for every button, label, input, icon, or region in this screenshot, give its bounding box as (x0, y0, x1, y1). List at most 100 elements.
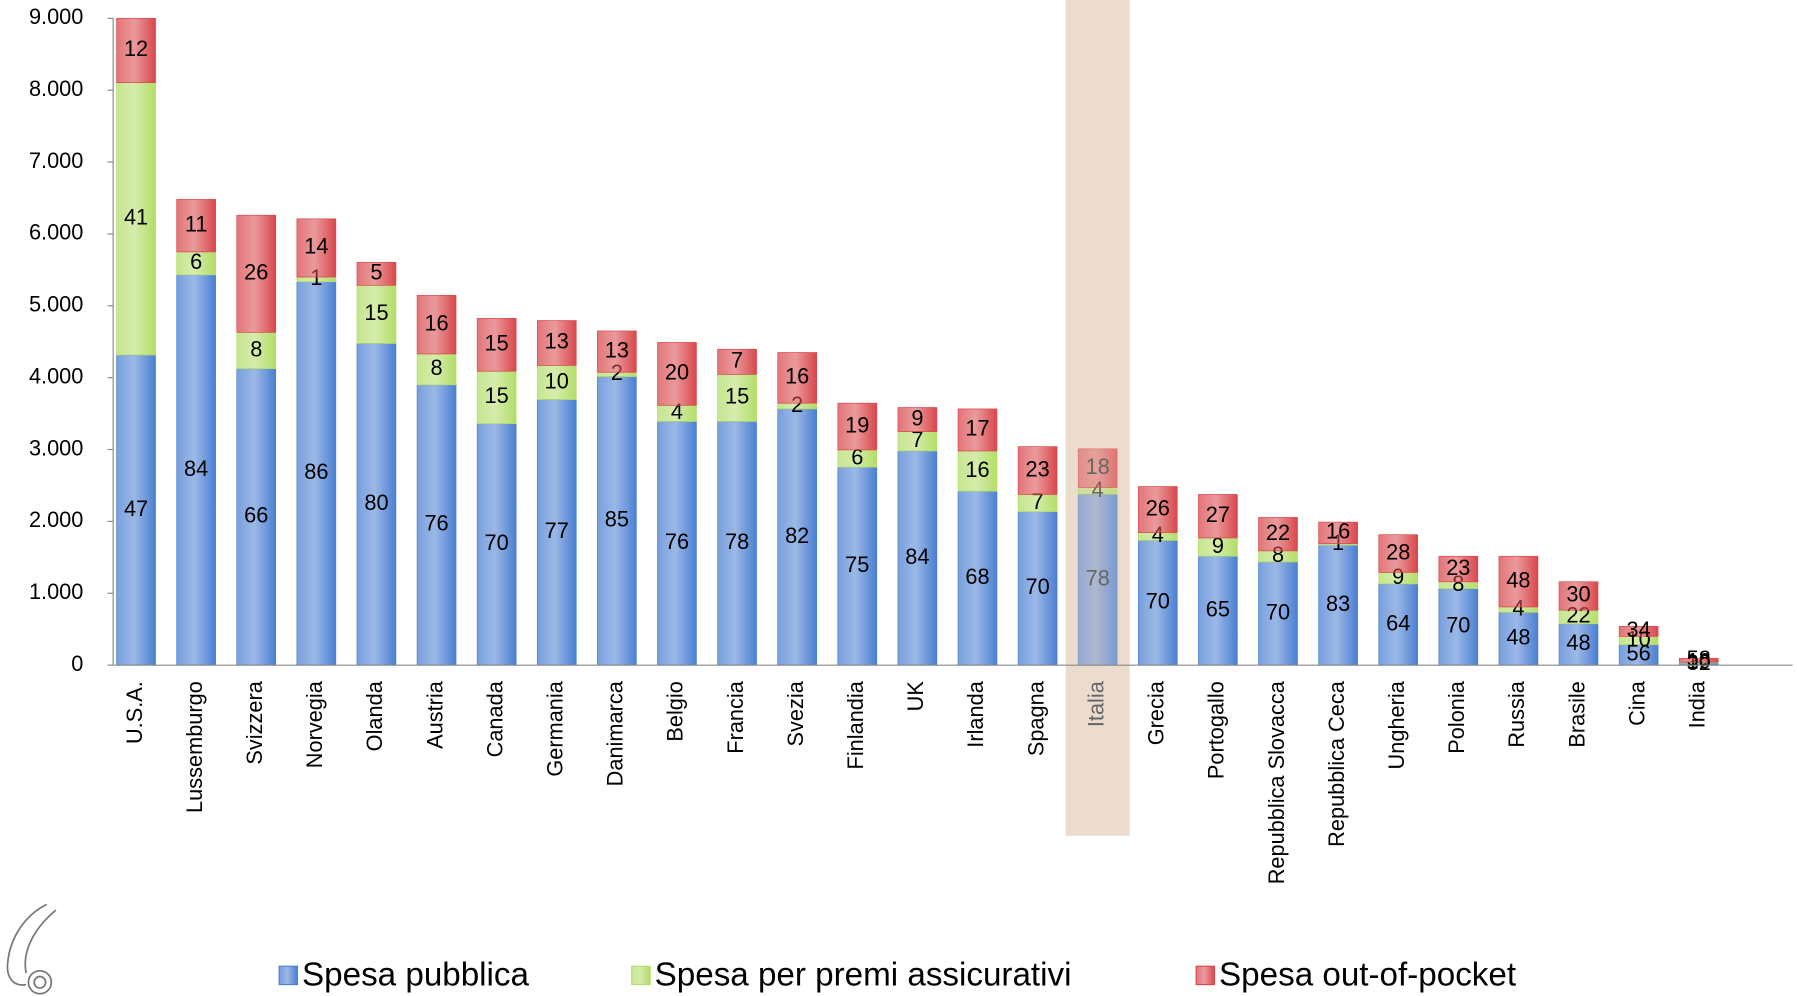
data-label: 9 (1212, 533, 1224, 558)
data-label: 14 (304, 234, 328, 259)
data-label: 86 (304, 459, 328, 484)
bar-segment (957, 490, 998, 666)
bar-segment (1438, 555, 1479, 583)
data-label: 82 (785, 523, 809, 548)
x-tick-label: Francia (723, 680, 748, 753)
y-tick-label: 2.000 (29, 507, 83, 532)
data-label: 85 (605, 507, 629, 532)
bar-segment (536, 365, 577, 400)
data-label: 48 (1506, 624, 1530, 649)
y-tick-label: 9.000 (29, 4, 83, 29)
x-tick-label: Finlandia (843, 680, 868, 769)
bar-segment (476, 370, 517, 425)
bar-segment (717, 348, 757, 375)
bar-segment (777, 408, 817, 666)
legend-label: Spesa out-of-pocket (1219, 956, 1516, 993)
x-tick-label: U.S.A. (122, 681, 147, 744)
bar-segment (1077, 494, 1118, 666)
bar-segment (1077, 448, 1118, 488)
bar-segment (777, 352, 817, 404)
bar-segment (356, 343, 397, 666)
bar-segment (657, 342, 697, 406)
data-label: 22 (1266, 520, 1290, 545)
x-tick-label: Svizzera (242, 680, 267, 764)
data-label: 7 (1032, 489, 1044, 514)
data-label: 23 (1025, 456, 1049, 481)
data-label: 6 (190, 249, 202, 274)
bar-segment (1498, 555, 1539, 608)
data-label: 11 (185, 211, 208, 236)
data-label: 30 (1566, 582, 1590, 607)
bar-segment (1137, 540, 1178, 666)
data-label: 16 (1326, 519, 1350, 544)
data-label: 8 (431, 355, 443, 380)
data-label: 75 (845, 552, 869, 577)
x-tick-label: UK (903, 681, 928, 712)
bar-segment (597, 376, 637, 666)
bar-segment (356, 261, 397, 286)
bar-segment (416, 295, 457, 355)
data-label: 16 (424, 310, 448, 335)
data-label: 6 (851, 444, 863, 469)
bar-segment (116, 17, 156, 83)
x-tick-label: Grecia (1144, 680, 1169, 745)
bar-segment (1017, 446, 1058, 495)
data-label: 17 (965, 416, 989, 441)
bar-segment (536, 320, 577, 366)
bar-segment (1678, 657, 1719, 663)
x-tick-label: Portogallo (1204, 681, 1229, 779)
bar-segment (476, 423, 517, 666)
bar-segment (1258, 517, 1298, 552)
x-tick-label: Ungheria (1384, 680, 1409, 769)
data-label: 68 (965, 564, 989, 589)
data-label: 15 (485, 331, 509, 356)
data-label: 65 (1206, 596, 1230, 621)
x-tick-label: Belgio (663, 681, 688, 741)
data-label: 19 (845, 412, 869, 437)
data-label: 8 (250, 336, 262, 361)
bar-segment (356, 284, 397, 344)
bar-segment (1498, 611, 1539, 666)
x-tick-label: Norvegia (302, 680, 327, 768)
bar-segment (1438, 588, 1479, 666)
bar-segment (236, 214, 277, 333)
x-tick-label: Irlanda (963, 680, 988, 747)
data-label: 48 (1506, 567, 1530, 592)
x-tick-label: Svezia (783, 680, 808, 746)
data-label: 23 (1446, 555, 1470, 580)
x-tick-label: Italia (1083, 680, 1108, 727)
bar-segment (837, 402, 878, 451)
y-tick-label: 4.000 (29, 363, 83, 388)
bar-segment (236, 332, 277, 370)
data-label: 26 (244, 260, 268, 285)
bar-segment (176, 199, 216, 253)
data-label: 7 (731, 348, 743, 373)
bar-segment (717, 374, 757, 422)
bar-segment (1318, 521, 1358, 545)
data-label: 84 (184, 456, 208, 481)
data-label: 13 (605, 337, 629, 362)
x-tick-label: Lussemburgo (182, 681, 207, 813)
bar-segment (1378, 534, 1419, 573)
x-tick-label: Danimarca (603, 680, 628, 786)
data-label: 9 (911, 405, 923, 430)
x-tick-label: Cina (1624, 680, 1649, 726)
data-label: 27 (1206, 502, 1230, 527)
y-tick-label: 3.000 (29, 435, 83, 460)
data-label: 84 (905, 544, 929, 569)
x-tick-label: Olanda (362, 680, 387, 751)
data-label: 12 (124, 36, 148, 61)
data-label: 78 (725, 529, 749, 554)
data-label: 47 (124, 496, 148, 521)
bar-segment (597, 330, 637, 373)
bar-segment (1558, 581, 1599, 611)
x-tick-label: Brasile (1564, 681, 1589, 747)
data-label: 41 (124, 205, 148, 230)
legend-swatch (1195, 965, 1216, 986)
y-tick-label: 5.000 (29, 292, 83, 317)
data-label: 10 (545, 368, 569, 393)
bar-segment (476, 318, 517, 372)
legend-label: Spesa pubblica (302, 956, 529, 993)
bar-segment (116, 354, 156, 666)
data-label: 66 (244, 503, 268, 528)
